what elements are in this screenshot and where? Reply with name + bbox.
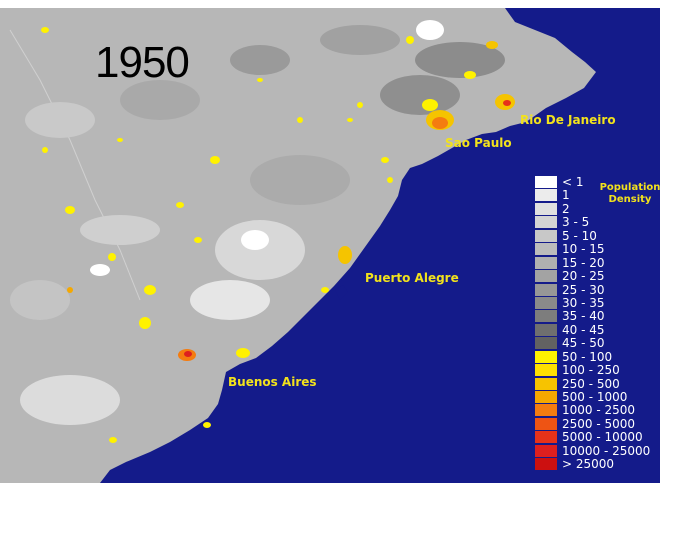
legend-label: 45 - 50 bbox=[562, 336, 605, 351]
legend-swatch bbox=[535, 243, 557, 256]
legend-swatch bbox=[535, 256, 557, 269]
legend-title-line2: Density bbox=[608, 194, 652, 205]
legend-swatch bbox=[535, 283, 557, 296]
city-label-sao-paulo: Sao Paulo bbox=[445, 136, 512, 150]
legend-swatch bbox=[535, 350, 557, 363]
legend-swatch bbox=[535, 337, 557, 350]
legend-title-line1: Population bbox=[599, 182, 661, 193]
legend-swatch bbox=[535, 270, 557, 283]
legend-swatch bbox=[535, 176, 557, 188]
legend-swatch bbox=[535, 216, 557, 229]
legend-swatch bbox=[535, 323, 557, 336]
legend-label: 2500 - 5000 bbox=[562, 416, 636, 431]
legend-swatch bbox=[535, 444, 557, 457]
legend-swatch bbox=[535, 296, 557, 309]
city-label-puerto-alegre: Puerto Alegre bbox=[365, 271, 459, 285]
legend-label: 250 - 500 bbox=[562, 376, 620, 391]
legend-label: 15 - 20 bbox=[562, 255, 605, 270]
year-label: 1950 bbox=[95, 38, 190, 87]
legend-label: 20 - 25 bbox=[562, 269, 605, 284]
legend-label: 1 bbox=[562, 188, 570, 203]
legend-label: 500 - 1000 bbox=[562, 390, 628, 404]
legend-label: 100 - 250 bbox=[562, 363, 620, 378]
density-patches bbox=[10, 20, 505, 425]
legend-label: 5 - 10 bbox=[562, 228, 597, 243]
legend-swatch bbox=[535, 417, 557, 430]
legend-label: 50 - 100 bbox=[562, 349, 613, 364]
legend-swatch bbox=[535, 229, 557, 242]
legend-label: 2 bbox=[562, 201, 570, 216]
legend-swatch bbox=[535, 431, 557, 444]
legend-label: 10000 - 25000 bbox=[562, 443, 651, 458]
legend-label: > 25000 bbox=[562, 457, 615, 472]
legend-swatch bbox=[535, 458, 557, 471]
legend-swatch bbox=[535, 377, 557, 390]
legend-swatch bbox=[535, 310, 557, 323]
legend-label: 30 - 35 bbox=[562, 295, 605, 310]
legend-label: 40 - 45 bbox=[562, 322, 605, 337]
legend-title: Population Density bbox=[595, 182, 665, 206]
legend-label: 10 - 15 bbox=[562, 242, 605, 257]
city-label-rio-de-janeiro: Rio De Janeiro bbox=[520, 113, 616, 127]
legend-label: 3 - 5 bbox=[562, 215, 590, 230]
legend-label: < 1 bbox=[562, 175, 584, 189]
legend-swatch bbox=[535, 364, 557, 377]
legend-label: 1000 - 2500 bbox=[562, 403, 636, 418]
border-line bbox=[9, 29, 141, 301]
legend-swatch bbox=[535, 404, 557, 417]
lagoon bbox=[335, 285, 348, 300]
legend-label: 25 - 30 bbox=[562, 282, 605, 297]
city-label-buenos-aires: Buenos Aires bbox=[228, 375, 317, 389]
legend-swatch bbox=[535, 202, 557, 215]
legend-swatch bbox=[535, 391, 557, 403]
urban-density-spots bbox=[41, 27, 515, 443]
legend-label: 35 - 40 bbox=[562, 309, 605, 324]
legend-swatch bbox=[535, 189, 557, 202]
legend-label: 5000 - 10000 bbox=[562, 430, 643, 445]
